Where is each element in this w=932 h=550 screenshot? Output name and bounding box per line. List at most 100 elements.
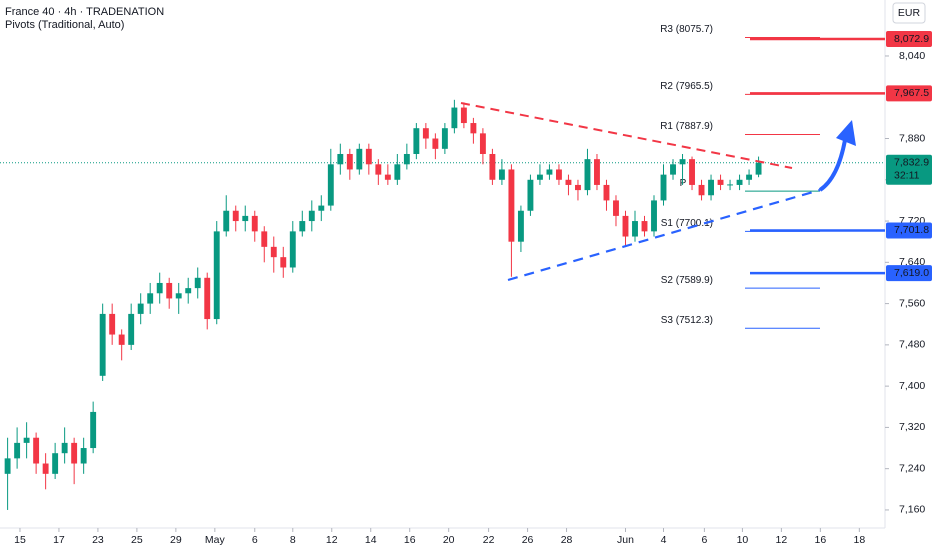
candle-body (755, 162, 762, 175)
candle-body (727, 184, 734, 186)
candle-body (128, 313, 135, 345)
candle-body (33, 437, 40, 464)
candle-body (479, 133, 486, 154)
candle-body (299, 221, 306, 232)
candle-body (109, 313, 116, 335)
y-tick-label: 7,560 (899, 297, 925, 309)
candle-body (232, 210, 239, 222)
candle-body (118, 334, 125, 345)
candle-body (156, 282, 163, 294)
candle-body (14, 442, 21, 459)
candle-body (575, 184, 581, 191)
candle-body (689, 159, 695, 185)
x-tick-label: 29 (170, 534, 182, 546)
candle-body (137, 303, 144, 314)
candle-body (698, 184, 705, 196)
candle-body (736, 179, 743, 185)
candle-body (337, 153, 344, 165)
candle-body (175, 293, 182, 299)
x-tick-label: 16 (815, 534, 827, 546)
x-tick-label: 18 (853, 534, 865, 546)
candle-body (71, 442, 78, 464)
candle-body (204, 277, 211, 320)
x-tick-label: 6 (252, 534, 258, 546)
candle-body (498, 169, 505, 180)
x-tick-label: 23 (92, 534, 104, 546)
candle-body (384, 174, 391, 180)
candle-body (394, 164, 401, 180)
candle-body (194, 277, 201, 289)
candle-body (52, 453, 59, 474)
candle-body (166, 282, 173, 299)
pivot-label: S1 (7700.1) (661, 218, 713, 229)
candle-body (613, 200, 619, 216)
y-tick-label: 7,320 (899, 421, 925, 433)
x-tick-label: 16 (404, 534, 416, 546)
x-tick-label: 22 (483, 534, 495, 546)
price-tag-label: 7,701.8 (894, 224, 929, 236)
candle-body (460, 107, 467, 124)
candle-body (670, 164, 676, 175)
candle-body (346, 153, 353, 170)
candle-body (90, 411, 97, 449)
candle-body (660, 174, 667, 201)
candle-body (185, 288, 192, 294)
candle-body (318, 205, 325, 211)
candle-body (308, 210, 315, 222)
candle-body (584, 159, 591, 191)
candle-body (251, 215, 258, 232)
candle-body (708, 179, 714, 196)
support-trendline (507, 188, 821, 282)
candle-body (679, 159, 686, 165)
price-tag-label: 7,967.5 (894, 87, 929, 99)
price-tag-label: 8,072.9 (894, 33, 929, 45)
x-tick-label: 15 (14, 534, 26, 546)
candle-body (556, 169, 562, 180)
x-tick-label: 12 (326, 534, 338, 546)
pivot-label: R2 (7965.5) (660, 81, 713, 92)
candle-body (270, 246, 277, 258)
x-tick-label: 28 (561, 534, 573, 546)
pivot-label: R3 (8075.7) (660, 24, 713, 35)
price-tag-label: 7,619.0 (894, 267, 929, 279)
candle-body (242, 215, 249, 222)
candle-body (223, 210, 230, 232)
x-tick-label: 17 (53, 534, 65, 546)
currency[interactable]: EUR (898, 7, 921, 19)
candle-body (746, 174, 753, 180)
candle-body (441, 128, 448, 149)
candle-body (4, 458, 11, 474)
candle-body (356, 148, 363, 170)
candle-body (23, 437, 30, 443)
candle-body (508, 169, 515, 242)
y-tick-label: 7,160 (899, 504, 925, 516)
x-tick-label: Jun (617, 534, 634, 546)
candle-body (717, 179, 724, 185)
x-tick-label: 8 (290, 534, 296, 546)
x-tick-label: 6 (701, 534, 707, 546)
candle-body (99, 313, 106, 376)
candle-body (422, 128, 429, 139)
price-tags: 8,072.9 7,967.5 7,701.8 7,619.0 7,832.932:11 (886, 31, 932, 282)
price-tag (886, 154, 932, 185)
candle-body (280, 257, 287, 268)
currency-button[interactable] (892, 2, 926, 24)
candle-body (413, 128, 420, 154)
resistance-trendline (460, 102, 793, 169)
candle-body (61, 442, 68, 454)
pivot-label: S3 (7512.3) (661, 315, 713, 326)
candle-body (147, 293, 154, 304)
candle-body (641, 221, 648, 232)
candle-body (489, 153, 496, 180)
candle-body (451, 107, 458, 129)
candle-body (632, 221, 638, 237)
candle-body (42, 463, 49, 474)
candle-body (213, 231, 220, 320)
price-tag (886, 31, 932, 48)
pivot-label: P (680, 178, 687, 189)
price-tag (886, 265, 932, 282)
candle-body (517, 210, 524, 242)
x-tick-label: 26 (522, 534, 534, 546)
